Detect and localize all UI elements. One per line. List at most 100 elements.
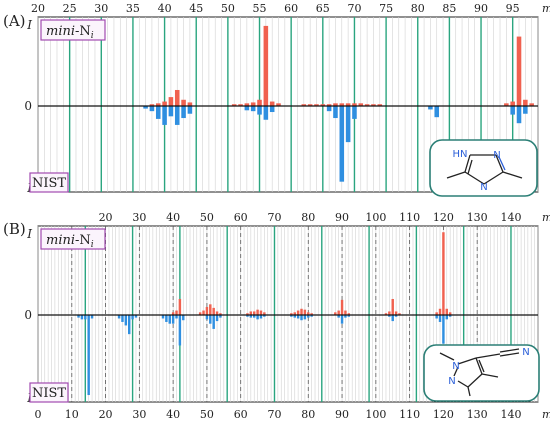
- bar-mini-ni: [504, 103, 509, 106]
- bar-nist: [340, 315, 344, 324]
- bar-mini-ni: [438, 308, 442, 315]
- atom-label-n-ring2: N: [448, 376, 455, 387]
- x-tick-label-bottom: 90: [335, 408, 349, 421]
- legend-mini-ni-box: [40, 19, 106, 41]
- bar-mini-ni: [174, 89, 180, 106]
- bar-nist: [296, 315, 300, 319]
- bar-mini-ni: [181, 99, 186, 106]
- panel-a-chart: 20 25 30 35 40 45 50 55 60 65 70 75 80 85 90 95 m/z I I 0 (A…: [3, 2, 550, 195]
- bar-mini-ni: [371, 104, 376, 106]
- bar-nist: [438, 315, 442, 322]
- bar-mini-ni: [333, 103, 338, 106]
- x-tick-label-top: 20: [99, 211, 113, 224]
- bar-nist: [121, 315, 124, 322]
- bar-nist: [77, 315, 80, 318]
- bar-mini-ni: [344, 310, 347, 315]
- x-tick-label-top: 40: [158, 2, 172, 15]
- bar-nist: [90, 315, 94, 319]
- bar-nist: [143, 106, 148, 109]
- bar-nist: [128, 315, 131, 335]
- bar-nist: [516, 106, 522, 124]
- atom-label-n-ring1: N: [452, 361, 459, 372]
- panel-tag: (A): [3, 12, 26, 30]
- bar-mini-ni: [358, 103, 364, 106]
- bar-nist: [175, 315, 178, 319]
- bar-mini-ni: [250, 102, 256, 106]
- x-tick-label-top: 60: [284, 2, 298, 15]
- x-tick-label-bottom: 0: [35, 408, 42, 421]
- panel-tag: (B): [3, 220, 26, 238]
- x-tick-label-top: 50: [200, 211, 214, 224]
- atom-label-n-nitrile: N: [522, 347, 529, 358]
- bar-nist: [269, 106, 275, 113]
- bar-mini-ni: [175, 310, 178, 315]
- bar-mini-ni: [337, 310, 340, 315]
- bar-nist: [253, 315, 256, 318]
- bar-nist: [131, 315, 134, 320]
- bar-mini-ni: [394, 311, 398, 315]
- bar-nist: [307, 315, 310, 318]
- bar-mini-ni: [523, 99, 528, 106]
- legend-nist-label: NIST: [32, 386, 66, 401]
- bar-mini-ni: [384, 313, 388, 315]
- bar-mini-ni: [442, 232, 445, 315]
- bar-nist: [124, 315, 128, 326]
- bar-mini-ni: [448, 312, 452, 315]
- x-tick-label-top: 45: [189, 2, 203, 15]
- bar-nist: [339, 106, 345, 182]
- y-zero-label: 0: [24, 99, 32, 113]
- y-zero-label: 0: [24, 308, 32, 322]
- bar-nist: [435, 315, 438, 319]
- x-tick-label-bottom: 100: [365, 408, 386, 421]
- x-tick-label-top: 110: [399, 211, 420, 224]
- bar-mini-ni: [364, 104, 370, 106]
- x-tick-label-top: 130: [467, 211, 488, 224]
- bar-nist: [290, 315, 293, 317]
- legend-mini-ni-label: mini-Ni: [46, 233, 94, 250]
- bar-nist: [249, 315, 253, 318]
- molecule-b-structure: N N N: [423, 344, 540, 402]
- bar-mini-ni: [155, 103, 161, 106]
- bar-mini-ni: [259, 310, 263, 315]
- panel-b-chart: 20 30 40 50 60 70 80 90 100 110 120 130 140 0 10 20 30 40…: [3, 211, 550, 421]
- x-tick-label-bottom: 140: [500, 408, 521, 421]
- molecule-a-structure: HN N N: [429, 139, 538, 197]
- x-tick-label-bottom: 60: [234, 408, 248, 421]
- bar-nist: [428, 106, 433, 110]
- bar-nist: [215, 315, 219, 322]
- bar-nist: [333, 106, 338, 119]
- legend-nist-box: [29, 382, 69, 403]
- bar-nist: [162, 106, 167, 125]
- bar-mini-ni: [296, 310, 300, 315]
- bar-nist: [117, 315, 121, 319]
- bar-nist: [510, 106, 515, 115]
- x-tick-label-top: 80: [411, 2, 425, 15]
- atom-label-n2: N: [480, 182, 487, 193]
- bar-nist: [391, 315, 394, 322]
- x-axis-label-top: m/z: [542, 2, 550, 15]
- x-tick-label-bottom: 70: [267, 408, 281, 421]
- bar-nist: [352, 106, 357, 119]
- bar-mini-ni: [301, 104, 307, 106]
- bar-mini-ni: [352, 103, 357, 106]
- bar-nist: [182, 315, 185, 321]
- x-tick-label-top: 40: [166, 211, 180, 224]
- bar-nist: [168, 106, 174, 117]
- bar-mini-ni: [162, 101, 167, 106]
- x-tick-label-top: 30: [94, 2, 108, 15]
- bar-mini-ni: [202, 310, 205, 315]
- bar-mini-ni: [269, 101, 275, 106]
- bar-mini-ni: [300, 308, 303, 315]
- bar-nist: [155, 106, 161, 119]
- bar-mini-ni: [388, 311, 391, 315]
- bar-nist: [257, 106, 262, 115]
- bar-mini-ni: [290, 313, 293, 315]
- bar-mini-ni: [345, 103, 351, 106]
- bar-mini-ni: [187, 102, 193, 106]
- x-tick-label-bottom: 40: [166, 408, 180, 421]
- x-tick-label-bottom: 30: [132, 408, 146, 421]
- bar-mini-ni: [340, 299, 344, 315]
- x-tick-label-bottom: 130: [467, 408, 488, 421]
- legend-nist-label: NIST: [32, 176, 66, 191]
- bar-mini-ni: [244, 103, 250, 106]
